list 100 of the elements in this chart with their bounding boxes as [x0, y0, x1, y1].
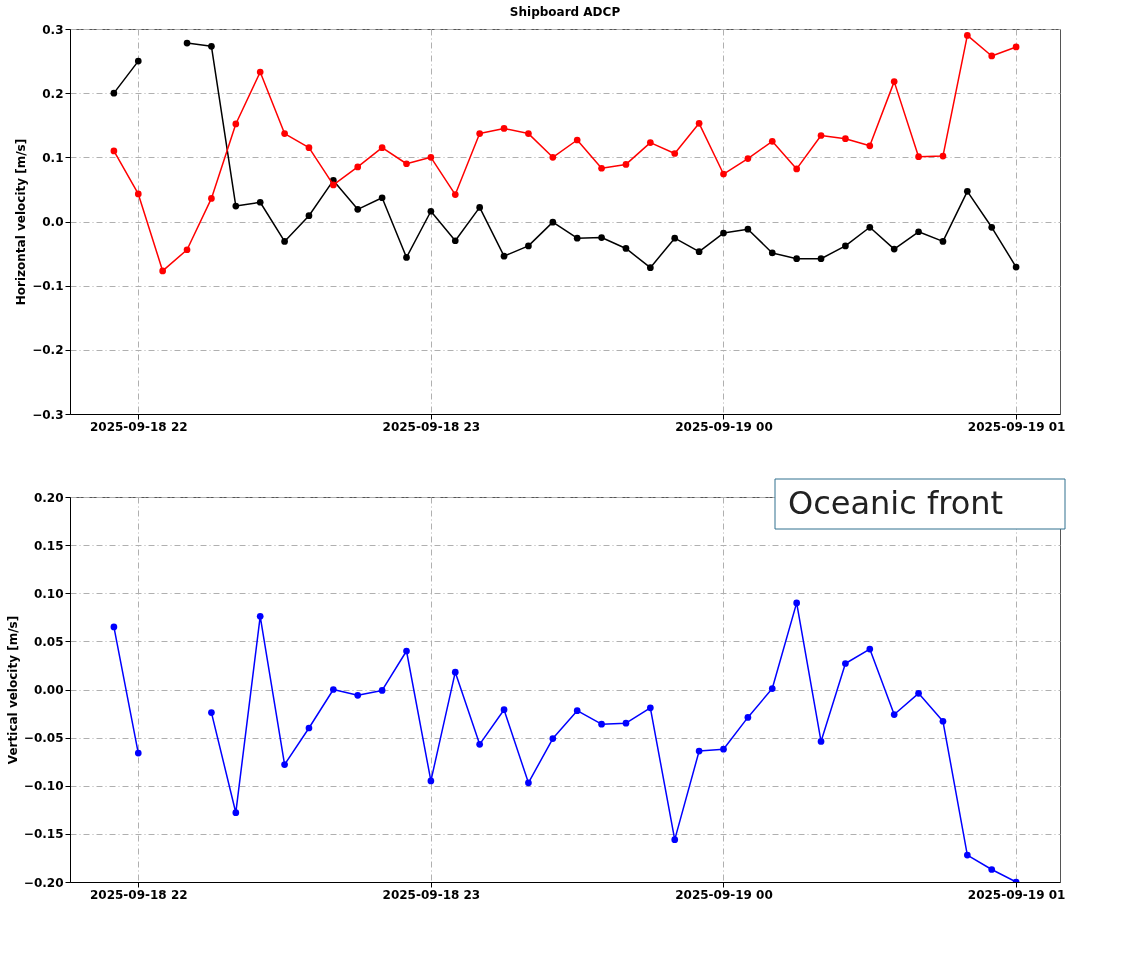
point — [695, 119, 703, 127]
y-axis-title: Horizontal velocity [m/s] — [14, 138, 29, 306]
point — [525, 242, 532, 250]
point — [451, 237, 459, 245]
point — [1012, 263, 1020, 271]
annotation: Oceanic front — [788, 484, 1004, 522]
point — [183, 246, 191, 254]
point — [890, 78, 898, 85]
point — [720, 745, 727, 753]
point — [549, 735, 557, 742]
point — [720, 170, 727, 178]
point — [427, 153, 435, 161]
y-tick-label: 0.3 — [42, 22, 64, 37]
point — [330, 686, 337, 693]
point — [427, 777, 435, 785]
point — [378, 194, 386, 202]
point — [817, 255, 825, 263]
x-tick-label: 2025-09-19 00 — [675, 887, 773, 902]
point — [208, 195, 215, 202]
point — [159, 267, 167, 275]
point — [134, 57, 142, 65]
point — [305, 724, 313, 732]
point — [134, 749, 142, 757]
y-tick-label: 0.15 — [33, 538, 64, 553]
point — [208, 709, 215, 716]
point — [793, 599, 800, 607]
point — [549, 153, 557, 161]
point — [598, 234, 605, 241]
point — [281, 761, 288, 768]
point — [890, 711, 898, 718]
point — [939, 717, 947, 725]
point — [866, 142, 874, 150]
point — [500, 125, 508, 132]
point — [963, 187, 971, 195]
point — [842, 135, 849, 143]
point — [988, 223, 996, 231]
point — [622, 161, 630, 168]
point — [281, 238, 288, 245]
point — [134, 190, 142, 198]
point — [232, 202, 240, 210]
x-tick-label: 2025-09-19 01 — [967, 419, 1066, 434]
y-tick-label: 0.1 — [42, 150, 64, 165]
point — [330, 181, 337, 189]
point — [744, 714, 752, 721]
point — [208, 42, 215, 50]
y-tick-label: −0.3 — [32, 407, 64, 422]
point — [720, 229, 727, 237]
y-tick-label: 0.2 — [42, 86, 64, 101]
point — [476, 130, 484, 137]
x-tick-label: 2025-09-19 01 — [967, 887, 1066, 902]
point — [354, 163, 362, 171]
y-tick-label: −0.1 — [32, 279, 64, 294]
point — [744, 155, 752, 162]
point — [988, 52, 996, 60]
point — [671, 234, 679, 242]
point — [378, 144, 386, 152]
point — [451, 191, 459, 198]
point — [866, 223, 874, 231]
point — [817, 738, 825, 745]
point — [110, 147, 118, 155]
point — [549, 218, 557, 226]
point — [1012, 43, 1020, 51]
x-tick-label: 2025-09-18 23 — [382, 419, 481, 434]
point — [598, 720, 605, 728]
y-tick-label: −0.05 — [23, 731, 64, 746]
point — [427, 207, 435, 215]
y-tick-label: 0.00 — [33, 683, 64, 697]
point — [500, 706, 508, 714]
point — [232, 120, 240, 128]
point — [695, 248, 703, 256]
point — [939, 238, 947, 245]
point — [817, 132, 825, 139]
y-tick-label: −0.20 — [23, 875, 64, 890]
x-tick-label: 2025-09-18 22 — [89, 887, 188, 902]
point — [451, 668, 459, 676]
point — [305, 144, 313, 152]
point — [256, 198, 264, 206]
point — [915, 690, 922, 697]
point — [232, 809, 240, 817]
point — [622, 719, 630, 727]
point — [525, 779, 532, 787]
point — [305, 212, 313, 220]
point — [866, 645, 874, 653]
point — [110, 89, 118, 97]
point — [646, 704, 654, 712]
y-tick-label: 0.0 — [42, 215, 64, 229]
x-tick-label: 2025-09-18 22 — [89, 419, 188, 434]
point — [281, 130, 288, 137]
point — [939, 152, 947, 160]
point — [646, 264, 654, 272]
y-tick-label: −0.2 — [32, 343, 64, 358]
point — [842, 660, 849, 667]
point — [525, 130, 532, 137]
y-tick-label: 0.05 — [33, 634, 64, 649]
point — [695, 747, 703, 755]
x-tick-label: 2025-09-18 23 — [382, 887, 481, 902]
point — [890, 245, 898, 253]
point — [183, 39, 191, 47]
point — [573, 707, 581, 715]
point — [378, 687, 386, 694]
